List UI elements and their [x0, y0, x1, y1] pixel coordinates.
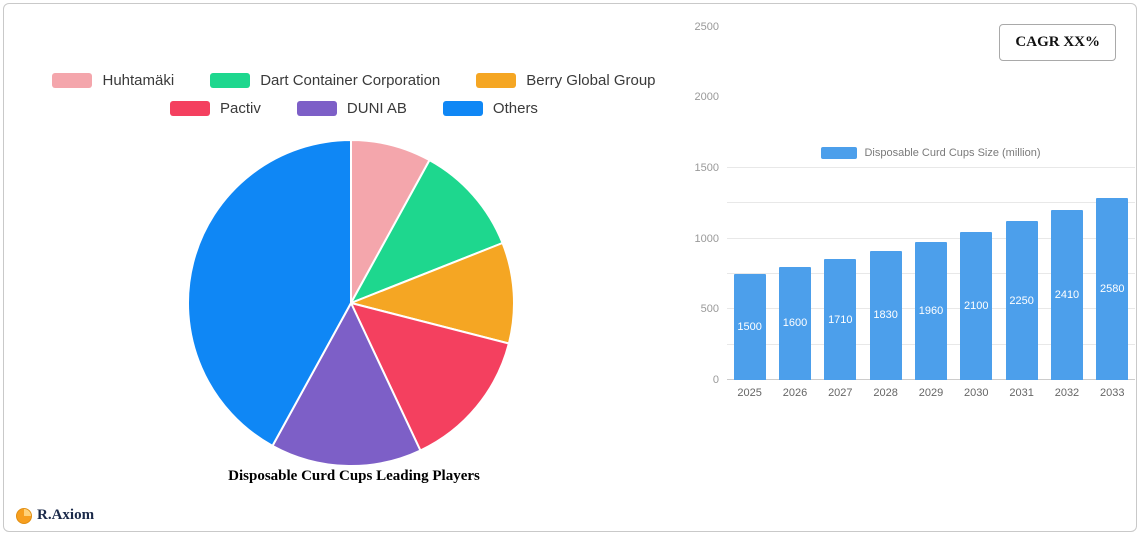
pie-slice-4: [271, 302, 422, 468]
legend-label: Berry Global Group: [526, 72, 656, 89]
x-axis-label-2030: 2030: [964, 387, 989, 399]
pie-chart-title: Disposable Curd Cups Leading Players: [228, 468, 480, 484]
bar-2031: 2250: [1005, 221, 1038, 380]
report-card: CAGR XX% Huhtamäki Dart Container Corpor…: [3, 3, 1137, 532]
legend-swatch-dart-container: [210, 73, 251, 88]
legend-swatch-duni-ab: [296, 101, 337, 116]
bar-2033: 2580: [1096, 197, 1129, 380]
bar-chart-plot: 1500 1600 1710 1830 1960 2100 2250 2410 2580 0 50…: [695, 21, 1135, 386]
x-axis-label-2028: 2028: [873, 387, 898, 399]
x-axis-label-2026: 2026: [782, 387, 808, 399]
y-tick-label: 2500: [694, 20, 719, 33]
bar-2032: 2410: [1050, 209, 1083, 380]
legend-item-pactiv[interactable]: Pactiv: [170, 100, 261, 117]
bar-value-label: 2100: [964, 299, 989, 312]
bar-value-label: 1500: [737, 321, 762, 333]
bar-2029: 1960: [914, 241, 947, 380]
x-axis-label-2027: 2027: [828, 387, 853, 399]
legend-item-berry-global[interactable]: Berry Global Group: [476, 72, 656, 89]
bar-value-label: 2580: [1100, 282, 1125, 295]
bar-value-label: 1710: [828, 313, 853, 326]
y-tick-label: 0: [712, 374, 719, 386]
legend-swatch-pactiv: [170, 101, 211, 116]
x-axis-label-2029: 2029: [918, 387, 944, 399]
pie-chart: [186, 138, 516, 468]
gridline-2000: 2000: [695, 91, 1135, 239]
legend-item-dart-container[interactable]: Dart Container Corporation: [210, 72, 440, 89]
bar-2027: 1710: [824, 259, 857, 380]
x-axis-label-2032: 2032: [1054, 387, 1080, 399]
gridline-3000: 3000: [727, 167, 1135, 168]
legend-label: Others: [492, 100, 538, 117]
bar-2026: 1600: [778, 266, 811, 380]
pie-slice-1: [350, 159, 504, 304]
x-axis-label-2033: 2033: [1100, 387, 1125, 399]
bar-legend-label: Disposable Curd Cups Size (million): [864, 147, 1041, 159]
bar-value-label: 2250: [1009, 294, 1034, 307]
bar-chart: Disposable Curd Cups Size (million) 1500…: [691, 21, 1137, 399]
legend-label: Huhtamäki: [102, 72, 175, 89]
pie-slice-2: [350, 242, 515, 345]
bar-series: 1500 1600 1710 1830 1960 2100 2250 2410 2580: [727, 168, 1135, 380]
bar-2030: 2100: [960, 231, 993, 380]
legend-swatch-huhtamaki: [52, 73, 93, 88]
legend-item-others[interactable]: Others: [442, 100, 538, 117]
pie-chart-svg: [187, 139, 515, 468]
pie-legend-row-1: Huhtamäki Dart Container Corporation Ber…: [52, 72, 656, 89]
bar-2025: 1500: [733, 274, 766, 380]
bar-value-label: 1600: [782, 317, 808, 330]
x-axis-label-2031: 2031: [1009, 387, 1034, 399]
pie-legend-row-2: Pactiv DUNI AB Others: [170, 100, 538, 117]
bar-2028: 1830: [869, 250, 902, 380]
x-axis-label-2025: 2025: [737, 387, 762, 399]
bar-value-label: 1830: [873, 309, 898, 322]
bar-value-label: 1960: [918, 304, 944, 317]
y-tick-label: 2000: [694, 91, 719, 104]
brand-name: R.Axiom: [37, 507, 95, 523]
legend-item-huhtamaki[interactable]: Huhtamäki: [52, 72, 174, 89]
gridline-2500: 2500: [695, 21, 1135, 204]
bar-legend-swatch: [821, 147, 858, 159]
legend-label: Pactiv: [220, 100, 261, 117]
y-tick-label: 1000: [694, 232, 719, 245]
bar-value-label: 2410: [1054, 288, 1080, 301]
cagr-button[interactable]: CAGR XX%: [999, 24, 1116, 61]
legend-item-duni-ab[interactable]: DUNI AB: [296, 100, 407, 117]
pie-legend: Huhtamäki Dart Container Corporation Ber…: [4, 72, 704, 117]
legend-label: Dart Container Corporation: [260, 72, 441, 89]
y-tick-label: 1500: [694, 162, 719, 174]
pie-slice-3: [350, 302, 510, 452]
pie-slice-5: [187, 139, 352, 447]
bar-x-axis-labels: 2025 2026 2027 2028 2029 2030 2031 2032 2033: [727, 380, 1135, 399]
legend-swatch-others: [442, 101, 483, 116]
brand-logo: R.Axiom: [16, 507, 94, 524]
legend-label: DUNI AB: [346, 100, 407, 117]
y-tick-label: 500: [700, 303, 719, 316]
legend-swatch-berry-global: [476, 73, 517, 88]
bar-chart-legend[interactable]: Disposable Curd Cups Size (million): [727, 146, 1135, 160]
brand-logo-icon: [16, 507, 32, 524]
